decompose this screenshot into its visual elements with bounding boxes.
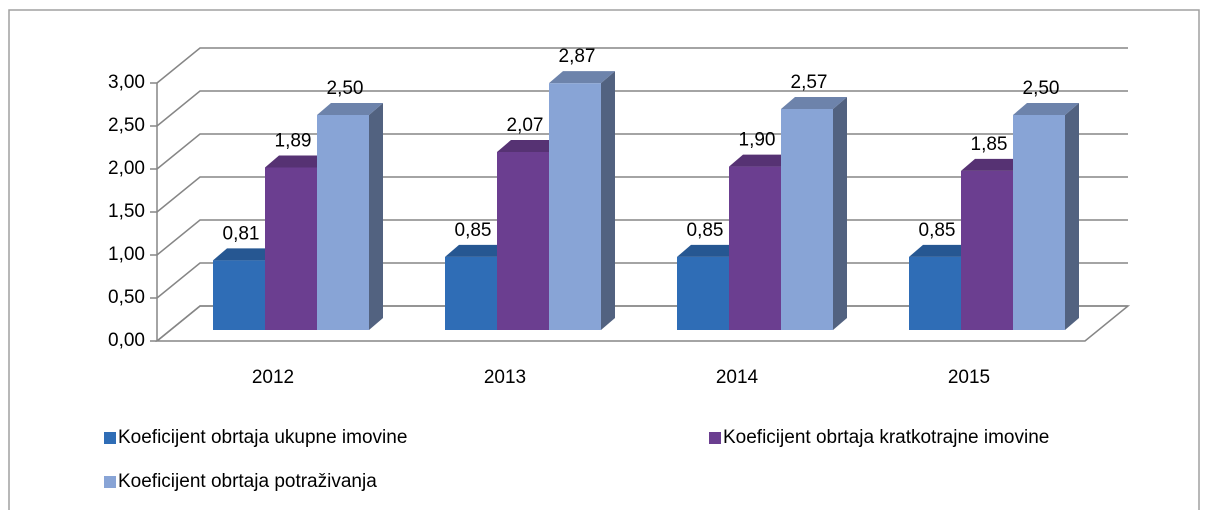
bar xyxy=(213,260,265,330)
bar-top xyxy=(497,139,563,152)
chart-frame xyxy=(8,9,1200,510)
bar xyxy=(729,166,781,330)
legend-label: Koeficijent obrtaja ukupne imovine xyxy=(118,427,407,448)
value-label: 1,85 xyxy=(971,134,1008,155)
bar xyxy=(1013,115,1065,330)
bar-side xyxy=(833,96,847,330)
x-tick-label: 2013 xyxy=(484,367,526,388)
bar xyxy=(265,167,317,330)
value-label: 1,90 xyxy=(739,130,776,151)
grid-line xyxy=(156,47,1128,84)
bar xyxy=(445,256,497,330)
legend-label: Koeficijent obrtaja potraživanja xyxy=(118,471,377,492)
value-label: 0,85 xyxy=(687,220,724,241)
bar xyxy=(677,256,729,330)
bar-top xyxy=(549,71,615,84)
value-label: 1,89 xyxy=(275,130,312,151)
value-label: 0,81 xyxy=(223,223,260,244)
bar-top xyxy=(317,103,383,115)
bar xyxy=(961,170,1013,330)
bar-top xyxy=(265,155,331,168)
value-label: 2,50 xyxy=(327,78,364,99)
legend-label: Koeficijent obrtaja kratkotrajne imovine xyxy=(723,427,1049,448)
value-label: 2,07 xyxy=(507,115,544,136)
x-tick-label: 2014 xyxy=(716,367,759,388)
bar-top xyxy=(781,96,847,109)
y-tick-label: 2,00 xyxy=(108,158,145,179)
bar xyxy=(781,108,833,330)
bar-top xyxy=(445,244,511,257)
y-tick-label: 0,50 xyxy=(108,287,145,308)
bar xyxy=(909,256,961,330)
bar-top xyxy=(729,154,795,167)
grid-line xyxy=(156,90,1128,127)
bar-top xyxy=(1013,103,1079,115)
bar-side xyxy=(601,71,615,331)
x-tick-label: 2015 xyxy=(948,367,990,388)
bar-top xyxy=(909,244,975,257)
bar-top xyxy=(213,248,279,261)
legend-swatch xyxy=(104,432,116,444)
bar xyxy=(317,115,369,330)
y-tick-label: 3,00 xyxy=(108,72,145,93)
bar-top xyxy=(961,158,1027,171)
bar-side xyxy=(1065,103,1079,330)
y-tick-label: 0,00 xyxy=(108,330,145,351)
bar-side xyxy=(369,103,383,330)
value-label: 0,85 xyxy=(919,220,956,241)
y-tick-label: 1,00 xyxy=(108,244,145,265)
value-label: 0,85 xyxy=(455,220,492,241)
legend-swatch xyxy=(104,476,116,488)
y-tick-label: 2,50 xyxy=(108,115,145,136)
value-label: 2,87 xyxy=(559,46,596,67)
bar-top xyxy=(677,244,743,257)
value-label: 2,50 xyxy=(1023,78,1060,99)
value-label: 2,57 xyxy=(791,72,828,93)
legend-swatch xyxy=(709,432,721,444)
x-tick-label: 2012 xyxy=(252,367,294,388)
bar xyxy=(497,151,549,330)
y-tick-label: 1,50 xyxy=(108,201,145,222)
bar xyxy=(549,83,601,331)
